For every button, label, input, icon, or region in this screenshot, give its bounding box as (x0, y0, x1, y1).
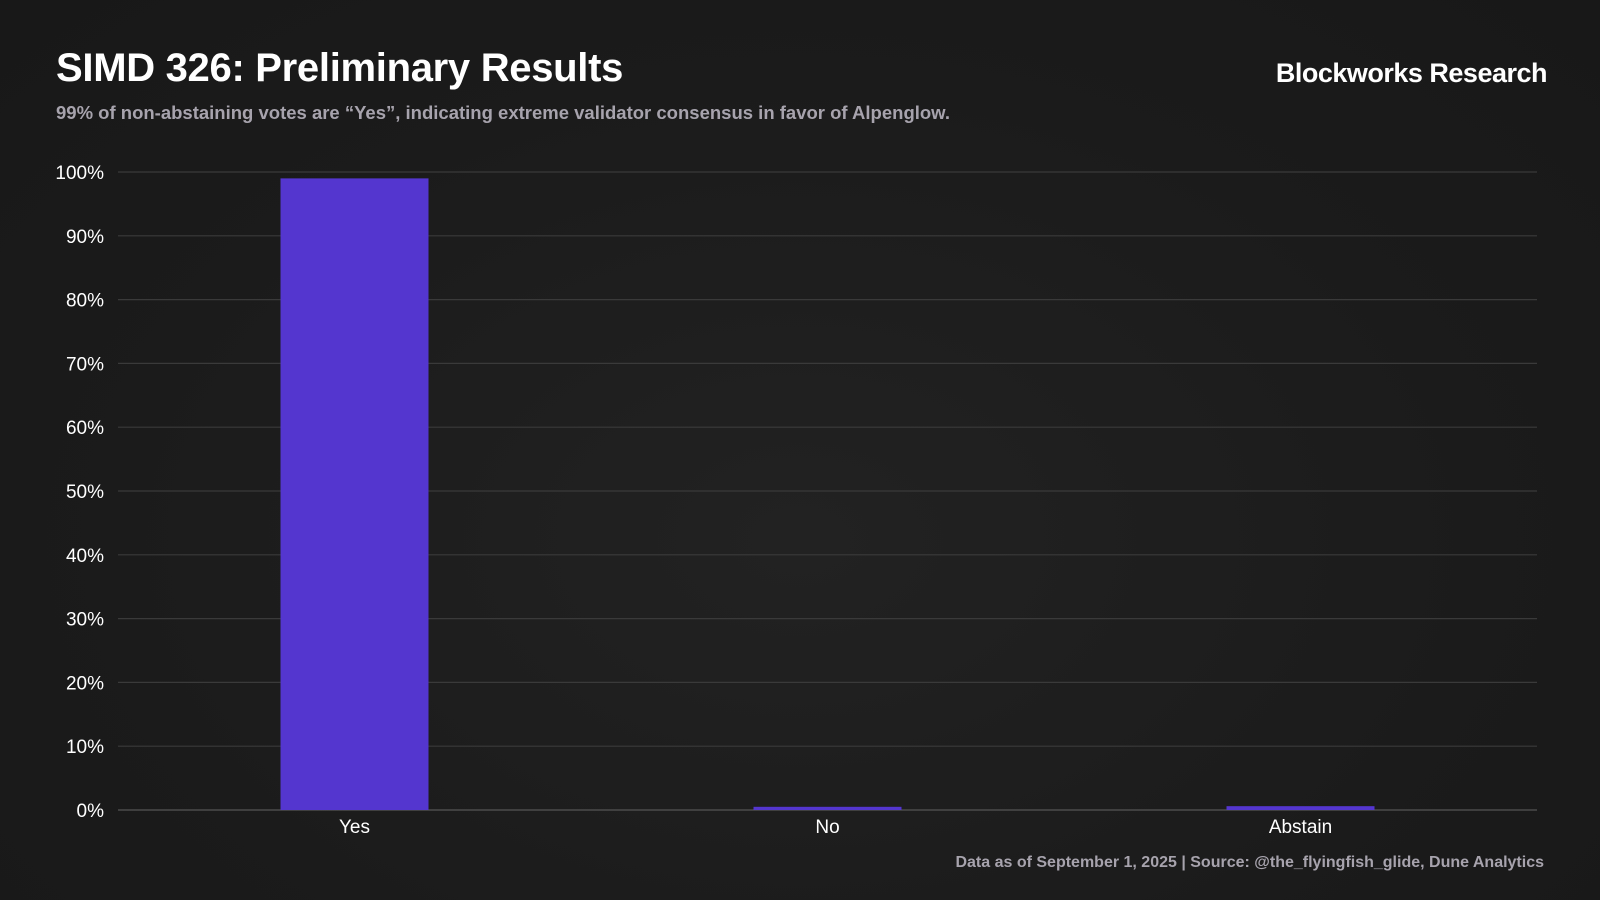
y-tick-label-10: 10% (66, 737, 104, 758)
y-tick-label-40: 40% (66, 546, 104, 567)
chart-subtitle: 99% of non-abstaining votes are “Yes”, i… (56, 102, 951, 123)
y-tick-label-80: 80% (66, 291, 104, 312)
x-category-label-abstain: Abstain (1269, 817, 1332, 838)
x-axis-category-labels: Yes No Abstain (339, 817, 1332, 838)
y-tick-label-20: 20% (66, 673, 104, 694)
y-tick-label-100: 100% (55, 163, 104, 184)
x-category-label-yes: Yes (339, 817, 370, 838)
brand-logo: Blockworks Research (1275, 58, 1548, 88)
y-tick-label-30: 30% (66, 610, 104, 631)
bar-yes (280, 178, 429, 810)
bar-no (753, 806, 902, 810)
y-tick-label-60: 60% (66, 418, 104, 439)
y-tick-label-50: 50% (66, 482, 104, 503)
bars (280, 178, 1375, 810)
y-tick-label-90: 90% (66, 227, 104, 248)
source-footnote: Data as of September 1, 2025 | Source: @… (955, 854, 1544, 871)
y-tick-label-0: 0% (77, 801, 105, 822)
x-category-label-no: No (815, 817, 839, 838)
bar-abstain (1226, 806, 1375, 810)
y-tick-label-70: 70% (66, 354, 104, 375)
chart-title: SIMD 326: Preliminary Results (56, 46, 624, 90)
y-axis-tick-labels: 0% 10% 20% 30% 40% 50% 60% 70% 80% 90% 100% (55, 163, 104, 822)
